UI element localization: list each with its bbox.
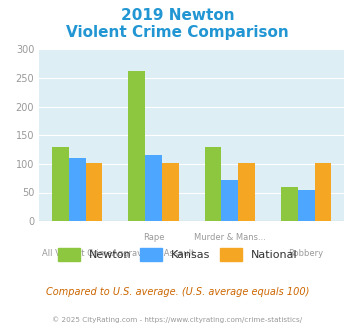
Legend: Newton, Kansas, National: Newton, Kansas, National (53, 243, 302, 265)
Bar (281, 187, 298, 221)
Bar (238, 163, 255, 221)
Bar (52, 147, 69, 221)
Text: Aggravated Assault: Aggravated Assault (112, 248, 195, 257)
Bar (205, 147, 222, 221)
Text: Compared to U.S. average. (U.S. average equals 100): Compared to U.S. average. (U.S. average … (46, 287, 309, 297)
Text: All Violent Crime: All Violent Crime (42, 248, 112, 257)
Bar (315, 163, 331, 221)
Text: © 2025 CityRating.com - https://www.cityrating.com/crime-statistics/: © 2025 CityRating.com - https://www.city… (53, 317, 302, 323)
Bar (298, 190, 315, 221)
Bar (145, 155, 162, 221)
Text: Violent Crime Comparison: Violent Crime Comparison (66, 25, 289, 40)
Text: Rape: Rape (143, 233, 164, 242)
Bar (222, 180, 238, 221)
Text: Robbery: Robbery (289, 248, 324, 257)
Bar (129, 71, 145, 221)
Bar (69, 158, 86, 221)
Text: Murder & Mans...: Murder & Mans... (194, 233, 266, 242)
Text: 2019 Newton: 2019 Newton (121, 8, 234, 23)
Bar (162, 163, 179, 221)
Bar (86, 163, 102, 221)
